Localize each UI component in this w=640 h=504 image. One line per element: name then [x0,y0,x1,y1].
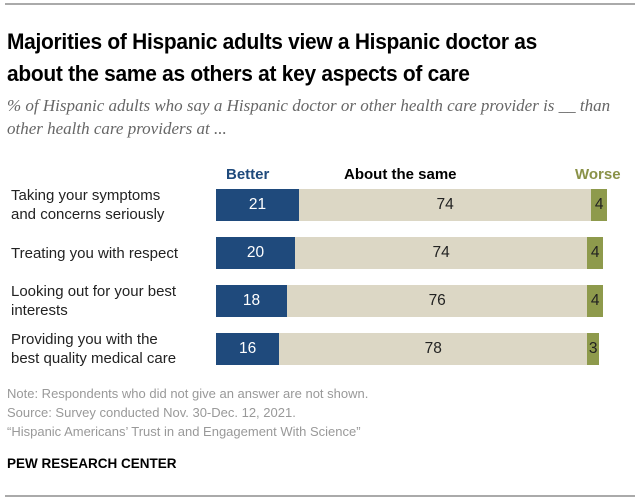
legend-about-the-same: About the same [344,166,457,183]
category-label: Looking out for your best interests [11,282,211,320]
legend-worse: Worse [575,166,621,183]
bar-segment-worse: 4 [587,237,604,269]
data-label: 18 [242,292,261,309]
data-label: 74 [436,196,454,213]
data-label: 21 [248,196,267,213]
category-label-line: Looking out for your best [11,283,177,300]
data-label: 4 [594,196,604,213]
category-label-line: best quality medical care [11,350,177,367]
data-label: 4 [590,244,600,261]
chart-title: Majorities of Hispanic adults view a His… [7,29,538,86]
report-title-text: “Hispanic Americans’ Trust in and Engage… [7,424,361,439]
bottom-rule [5,495,635,497]
category-label-line: Providing you with the [11,331,158,348]
bar-segment-better: 21 [216,189,299,221]
legend-better: Better [226,166,270,183]
data-label: 16 [238,340,257,357]
category-label: Taking your symptoms and concerns serious… [11,186,211,224]
source-text: Source: Survey conducted Nov. 30-Dec. 12… [7,405,296,420]
data-label: 74 [432,244,450,261]
category-label-line: and concerns seriously [11,206,165,223]
bar-segment-better: 16 [216,333,280,365]
category-label-line: Taking your symptoms [11,187,161,204]
bar-segment-about-the-same: 78 [279,333,588,365]
category-label-line: interests [11,302,68,319]
bar-segment-worse: 4 [591,189,608,221]
category-label-line: Treating you with respect [11,244,179,262]
data-label: 4 [590,292,600,309]
category-label: Providing you with the best quality medic… [11,330,211,368]
data-label: 78 [424,340,442,357]
bar-segment-better: 18 [216,285,288,317]
top-rule [5,3,635,5]
note-text: Note: Respondents who did not give an an… [7,386,369,401]
bar-segment-about-the-same: 74 [298,189,592,221]
data-label: 3 [588,340,598,357]
chart-subtitle: % of Hispanic adults who say a Hispanic … [7,96,611,138]
bar-segment-about-the-same: 76 [287,285,588,317]
bar-segment-worse: 4 [587,285,604,317]
bar-segment-better: 20 [216,237,295,269]
bar-segment-about-the-same: 74 [295,237,588,269]
data-label: 20 [246,244,265,261]
category-label: Treating you with respect [11,244,211,263]
bar-segment-worse: 3 [587,333,600,365]
data-label: 76 [428,292,446,309]
pew-research-center-logo: PEW RESEARCH CENTER [7,456,177,471]
